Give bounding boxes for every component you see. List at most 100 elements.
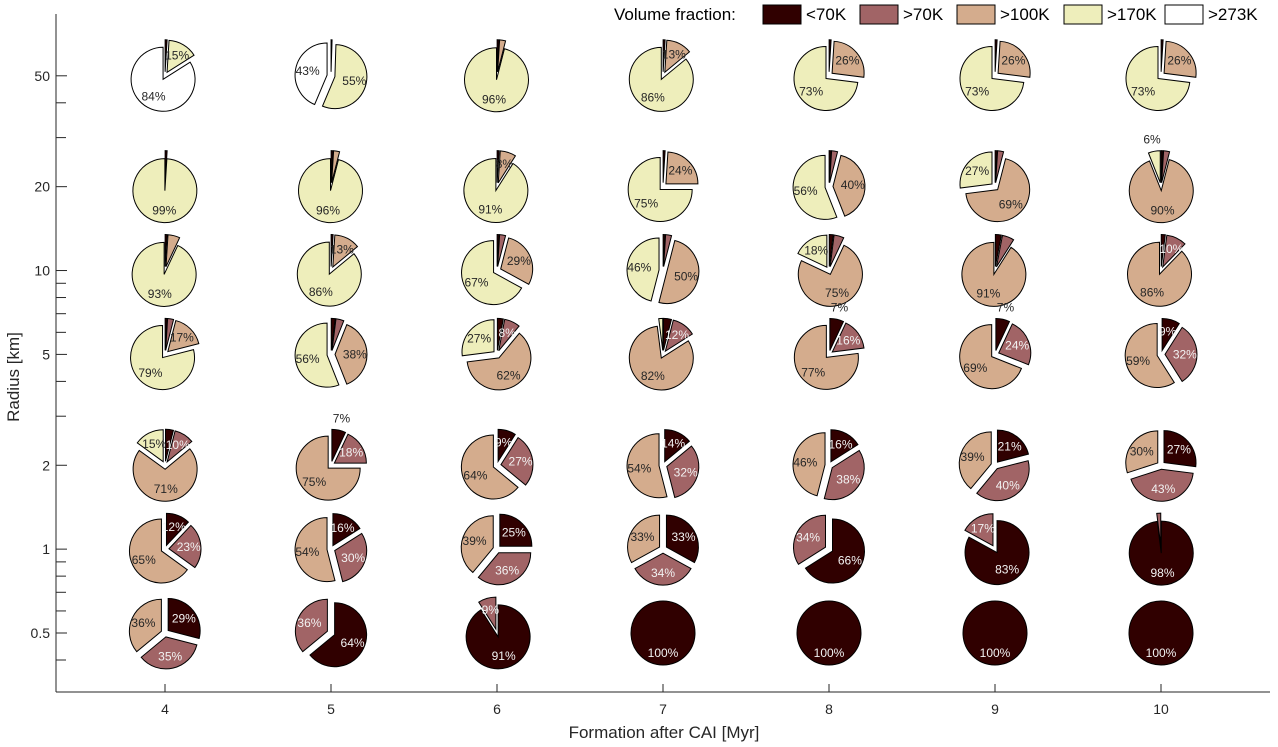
x-tick-label: 7: [659, 701, 667, 717]
pie-slice-label: 18%: [339, 445, 363, 459]
pie-slice-label: 56%: [794, 184, 818, 198]
pie-slice-label: 73%: [799, 85, 823, 99]
pie-slice: [132, 158, 198, 224]
legend-swatch: [859, 4, 899, 25]
pie-slice: [334, 323, 368, 385]
pie-slice: [793, 324, 859, 390]
pie-slice: [461, 319, 495, 357]
y-axis-title: Radius [km]: [4, 332, 23, 422]
pie: 91%: [961, 234, 1027, 307]
pie-slice-label: 96%: [316, 203, 340, 217]
pie-slice: [959, 45, 1025, 111]
pie-slice: [309, 602, 368, 668]
pie: 16% 38% 46%: [792, 429, 865, 501]
pie: 24% 75%: [627, 150, 699, 222]
pie: 93%: [131, 234, 197, 307]
pie-slice: [500, 237, 534, 286]
pie-slice-label: 8%: [496, 157, 514, 171]
pie-slice-label: 83%: [995, 563, 1019, 577]
pie-slice: [792, 432, 826, 497]
pie-slice: [499, 513, 533, 547]
pie-slice: [498, 318, 520, 352]
y-tick-label: 20: [34, 179, 50, 195]
y-tick-label: 1: [42, 541, 50, 557]
pie-slice-label: 55%: [342, 74, 366, 88]
pie-slice: [1163, 430, 1197, 468]
pie-slice: [128, 518, 189, 584]
pie-slice: [298, 158, 363, 224]
pie-slice-label: 73%: [965, 85, 989, 99]
pie-slice-label: 62%: [496, 368, 520, 382]
pie-slice: [330, 150, 334, 183]
pie-slice: [333, 433, 367, 464]
pie-slice: [958, 431, 992, 490]
pie-slice-label: 91%: [478, 203, 502, 217]
pie-slice: [1160, 234, 1166, 267]
pie-slice: [331, 428, 347, 462]
pie-slice-label: 56%: [296, 352, 320, 366]
pie-slice: [831, 322, 865, 353]
pie-slice-label: 40%: [841, 178, 865, 192]
pie: 69% 27%: [959, 150, 1031, 223]
pie-slice: [792, 514, 826, 566]
pie: 15% 84%: [130, 39, 196, 112]
legend-label: >170K: [1107, 5, 1157, 24]
pie-slice: [804, 518, 866, 584]
pie: 7% 18% 75%: [295, 411, 367, 501]
pie-slice: [961, 241, 1027, 307]
pie-slice: [997, 40, 1031, 78]
pie: 17% 79%: [130, 317, 200, 390]
x-tick-label: 4: [161, 701, 169, 717]
pie-slice: [168, 524, 202, 569]
pie-slice: [294, 322, 340, 388]
pie-slice-label: 9%: [1159, 325, 1177, 339]
pie-slice-label: 91%: [492, 649, 516, 663]
pie-slice: [634, 552, 692, 586]
pie-slice-label: 66%: [838, 554, 862, 568]
pie-slice-label: 38%: [836, 472, 860, 486]
pie-slice: [165, 234, 181, 267]
pie-slice: [164, 39, 168, 72]
pie-slice-label: 32%: [674, 466, 698, 480]
pie-slice: [962, 600, 1028, 666]
pie-slice-label: 34%: [651, 566, 675, 580]
pie-slice-label: 24%: [668, 163, 692, 177]
axes: 4 5 6 7 8 9 10 50 20 10 5 2 1 0.5: [31, 14, 1270, 717]
pie-slice: [478, 596, 497, 631]
legend-swatch: [956, 4, 996, 25]
pie-slice: [496, 150, 500, 183]
pie-slice-label: 59%: [1126, 354, 1150, 368]
legend-label: <70K: [806, 5, 847, 24]
pie: 55% 43%: [294, 39, 368, 110]
pie-grid: 15% 84% 55% 43% 96% 13% 86% 26% 73% 26% 73% 26% 73% 9…: [128, 39, 1198, 670]
pie-slice-label: 65%: [132, 553, 156, 567]
pie-slice-label: 36%: [131, 616, 155, 630]
pie-slice-label: 75%: [302, 475, 326, 489]
legend-swatch: [762, 4, 802, 25]
pie-slice: [959, 151, 993, 189]
pie-slice: [165, 317, 175, 351]
pie-slice: [663, 234, 673, 267]
pie-slice-label: 30%: [341, 551, 365, 565]
pie-slice: [295, 435, 361, 501]
pie-slice: [829, 234, 845, 267]
legend: Volume fraction: <70K >70K >100K >170K >273K: [614, 4, 1258, 25]
pie-slice: [797, 234, 828, 268]
x-tick-label: 9: [991, 701, 999, 717]
pie: 26% 73%: [793, 39, 865, 111]
pie-slice-label: 30%: [1130, 444, 1154, 458]
pie-slice: [497, 234, 507, 267]
pie-slice: [829, 317, 845, 351]
pie-slice: [995, 317, 1011, 351]
pie-slice: [128, 598, 162, 653]
pie: 29% 35% 36%: [128, 598, 201, 670]
pie-slice-label: 33%: [630, 530, 654, 544]
pie-slice: [294, 517, 336, 583]
pie-slice-label: 86%: [641, 90, 665, 104]
pie-slice-label: 46%: [627, 261, 651, 275]
pie-slice: [1161, 318, 1180, 353]
pie: 29% 67%: [461, 234, 534, 306]
pie-slice-label: 73%: [1131, 85, 1155, 99]
pie-slice-label: 14%: [661, 437, 685, 451]
